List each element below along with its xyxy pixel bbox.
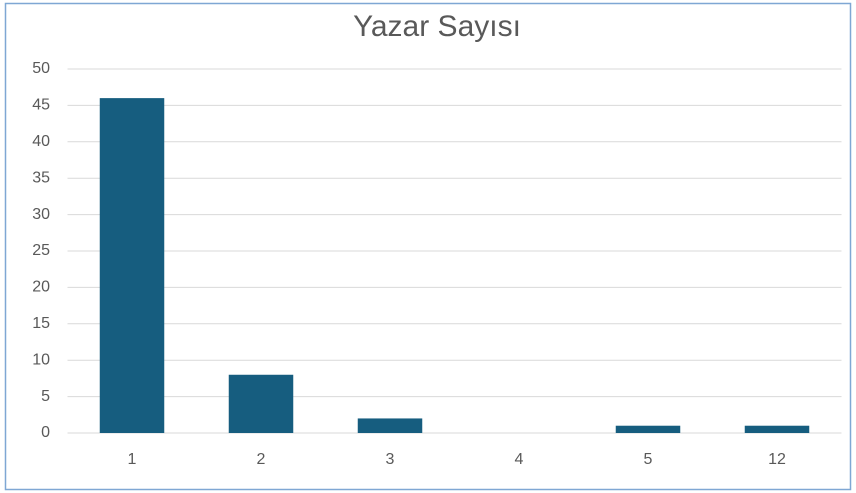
y-tick-label: 40 xyxy=(32,133,50,150)
bar xyxy=(228,374,294,433)
chart-title: Yazar Sayısı xyxy=(353,10,521,43)
y-tick-label: 50 xyxy=(32,60,50,77)
y-tick-label: 35 xyxy=(32,169,50,186)
y-tick-label: 30 xyxy=(32,206,50,223)
y-tick-label: 0 xyxy=(41,424,50,441)
x-tick-label: 5 xyxy=(644,451,653,468)
x-tick-label: 1 xyxy=(128,451,137,468)
x-tick-label: 4 xyxy=(515,451,524,468)
y-tick-label: 45 xyxy=(32,97,50,114)
x-tick-label: 3 xyxy=(386,451,395,468)
bar xyxy=(99,98,165,434)
y-tick-label: 20 xyxy=(32,279,50,296)
bar xyxy=(615,425,681,433)
x-tick-label: 12 xyxy=(768,451,786,468)
y-tick-label: 10 xyxy=(32,351,50,368)
bar xyxy=(744,425,810,433)
y-tick-label: 25 xyxy=(32,242,50,259)
bar xyxy=(357,418,423,433)
x-tick-label: 2 xyxy=(257,451,266,468)
y-tick-label: 5 xyxy=(41,388,50,405)
y-tick-label: 15 xyxy=(32,315,50,332)
